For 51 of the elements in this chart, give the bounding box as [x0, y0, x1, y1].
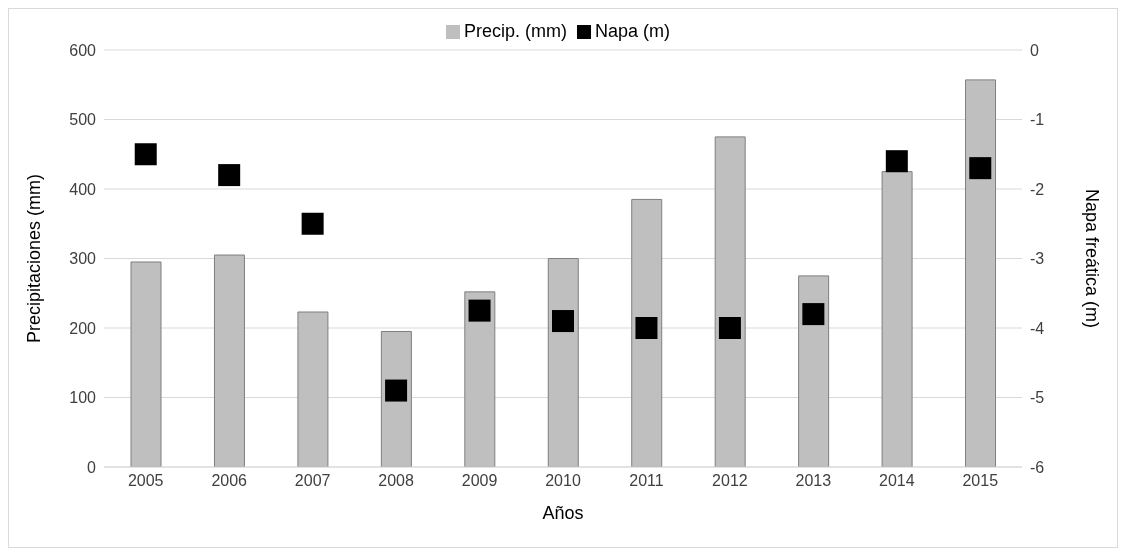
x-tick-label: 2014: [879, 472, 915, 490]
point: [301, 212, 324, 235]
point: [218, 164, 241, 187]
point: [385, 379, 408, 402]
bar: [631, 198, 663, 467]
y2-tick-label: -3: [1030, 250, 1045, 268]
point: [552, 310, 574, 333]
bar: [297, 311, 329, 467]
legend-label: Napa (m): [594, 21, 670, 41]
y2-axis-title: Napa freática (m): [1081, 188, 1102, 329]
point: [635, 317, 658, 339]
point: [718, 317, 741, 339]
y-tick-label: 200: [69, 319, 97, 337]
y-tick-label: 400: [69, 180, 97, 198]
y2-tick-label: -2: [1030, 180, 1045, 198]
bar: [213, 254, 245, 467]
bar: [881, 171, 913, 467]
bar: [547, 258, 579, 467]
x-tick-label: 2011: [629, 472, 664, 490]
point: [802, 303, 825, 326]
y-tick-label: 600: [69, 41, 97, 59]
y-tick-label: 0: [87, 458, 97, 476]
y-axis-title: Precipitaciones (mm): [24, 173, 45, 344]
bar: [965, 79, 997, 467]
legend-label: Precip. (mm): [463, 21, 567, 41]
x-tick-label: 2006: [211, 472, 248, 490]
point: [969, 157, 992, 180]
x-tick-label: 2007: [294, 472, 331, 490]
y2-tick-label: -1: [1030, 111, 1045, 129]
x-tick-label: 2005: [127, 472, 164, 490]
y-tick-label: 100: [69, 389, 97, 407]
y2-tick-label: 0: [1030, 41, 1039, 59]
bar: [714, 136, 746, 467]
x-tick-label: 2015: [962, 472, 999, 490]
point: [885, 150, 908, 173]
bar: [464, 291, 496, 467]
y-tick-label: 300: [69, 250, 97, 268]
x-tick-label: 2009: [461, 472, 498, 490]
bar: [130, 261, 162, 467]
x-tick-label: 2012: [712, 472, 748, 490]
y2-tick-label: -6: [1030, 458, 1045, 476]
y2-tick-label: -4: [1030, 319, 1045, 337]
y2-tick-label: -5: [1030, 389, 1045, 407]
x-tick-label: 2010: [545, 472, 581, 490]
x-axis-title: Años: [542, 503, 584, 523]
x-tick-label: 2013: [795, 472, 832, 490]
point: [134, 143, 157, 166]
x-tick-label: 2008: [378, 472, 414, 490]
bar: [798, 275, 830, 467]
point: [468, 299, 491, 322]
y-tick-label: 500: [69, 111, 97, 129]
